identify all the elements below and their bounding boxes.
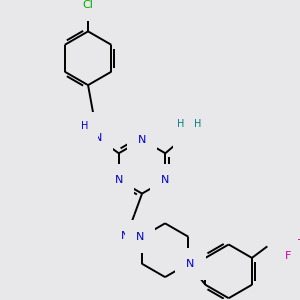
- Text: F: F: [297, 239, 300, 250]
- Text: F: F: [285, 228, 292, 238]
- Text: H: H: [177, 119, 184, 130]
- Text: Cl: Cl: [82, 0, 94, 10]
- Text: H: H: [194, 119, 202, 130]
- Text: N: N: [136, 232, 144, 242]
- Text: F: F: [285, 251, 292, 261]
- Text: N: N: [186, 259, 194, 269]
- Text: N: N: [121, 231, 129, 241]
- Text: N: N: [94, 133, 102, 143]
- Text: N: N: [138, 135, 146, 145]
- Text: H: H: [80, 122, 88, 131]
- Text: N: N: [161, 175, 170, 185]
- Text: N: N: [115, 175, 123, 185]
- Text: N: N: [184, 129, 193, 139]
